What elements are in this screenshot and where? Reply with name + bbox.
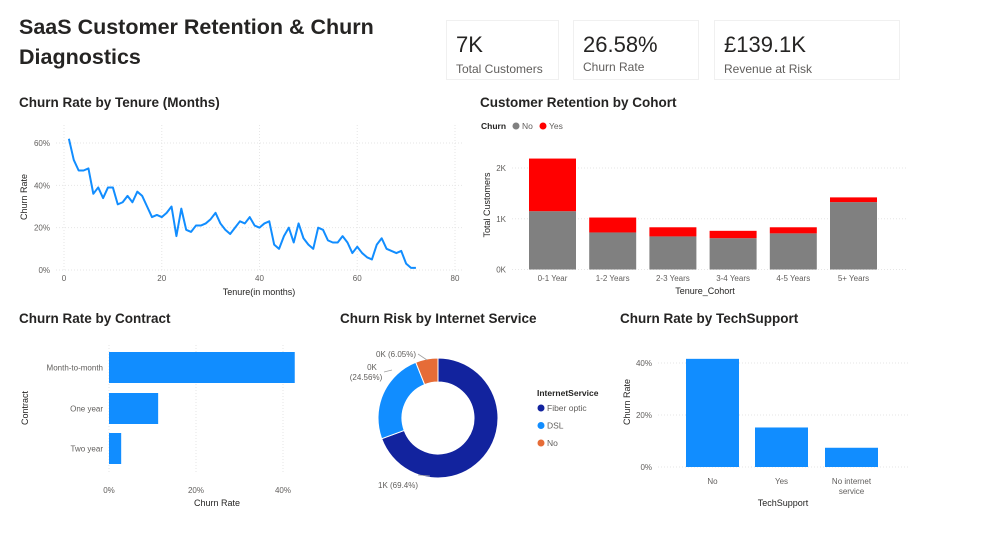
legend-label: DSL bbox=[547, 421, 564, 431]
bar-no bbox=[709, 238, 757, 270]
legend-title: Churn bbox=[481, 121, 506, 131]
contract-chart-title: Churn Rate by Contract bbox=[19, 311, 171, 326]
y-axis-title: Contract bbox=[20, 390, 30, 425]
kpi-card-churn-rate[interactable]: 26.58% Churn Rate bbox=[573, 20, 699, 80]
kpi-value: 26.58% bbox=[583, 32, 658, 57]
x-tick-label: 5+ Years bbox=[838, 274, 869, 283]
x-axis-title: Tenure_Cohort bbox=[675, 286, 735, 296]
y-axis-title: Total Customers bbox=[482, 172, 492, 238]
y-tick-label: 1K bbox=[496, 215, 506, 224]
bar-yes bbox=[529, 158, 576, 212]
data-label: 1K (69.4%) bbox=[378, 481, 418, 490]
leader-line bbox=[383, 369, 393, 373]
leader-line bbox=[417, 353, 428, 361]
x-tick-label: 20 bbox=[157, 274, 166, 283]
kpi-card-revenue-at-risk[interactable]: £139.1K Revenue at Risk bbox=[714, 20, 900, 80]
bar-yes bbox=[709, 230, 757, 239]
leader-line bbox=[417, 474, 431, 477]
legend-marker bbox=[537, 422, 545, 429]
data-label: (24.56%) bbox=[350, 373, 383, 382]
bar-yes bbox=[769, 227, 817, 234]
x-tick-label: 40 bbox=[255, 274, 264, 283]
y-tick-label: 2K bbox=[496, 164, 506, 173]
techsupport-bar bbox=[825, 447, 878, 467]
bar-yes bbox=[649, 227, 697, 237]
data-label: 0K bbox=[367, 363, 377, 372]
data-label: 0K (6.05%) bbox=[376, 350, 416, 359]
x-tick-label: 60 bbox=[353, 274, 362, 283]
x-axis-title: TechSupport bbox=[758, 498, 809, 508]
y-tick-label: 60% bbox=[34, 139, 50, 148]
x-tick-label: 40% bbox=[275, 486, 291, 495]
x-tick-label: 20% bbox=[188, 486, 204, 495]
bar-no bbox=[769, 233, 817, 270]
donut-slice-no bbox=[415, 357, 439, 386]
legend-label: No bbox=[522, 121, 533, 131]
x-tick-label: 3-4 Years bbox=[716, 274, 750, 283]
page-title: SaaS Customer Retention & Churn Diagnost… bbox=[19, 15, 374, 69]
legend-label: No bbox=[547, 438, 558, 448]
kpi-value: £139.1K bbox=[724, 32, 806, 57]
x-tick-label: No internet bbox=[832, 477, 872, 486]
y-tick-label: 20% bbox=[34, 224, 50, 233]
y-tick-label: 0% bbox=[38, 266, 50, 275]
x-tick-label: 1-2 Years bbox=[596, 274, 630, 283]
legend-marker bbox=[512, 122, 520, 130]
donut-slice-fiber-optic bbox=[381, 357, 499, 479]
contract-bar bbox=[109, 393, 159, 424]
x-tick-label: 0-1 Year bbox=[538, 274, 568, 283]
kpi-label: Revenue at Risk bbox=[724, 62, 813, 76]
techsupport-bar bbox=[686, 358, 739, 467]
y-tick-label: Month-to-month bbox=[47, 364, 103, 373]
internet-chart-title: Churn Risk by Internet Service bbox=[340, 311, 537, 326]
y-tick-label: Two year bbox=[71, 445, 104, 454]
cohort-chart-title: Customer Retention by Cohort bbox=[480, 95, 677, 110]
x-axis-title: Churn Rate bbox=[194, 498, 240, 508]
legend-marker bbox=[537, 439, 545, 447]
legend-title: InternetService bbox=[537, 388, 599, 398]
y-axis-title: Churn Rate bbox=[19, 174, 29, 220]
y-tick-label: One year bbox=[70, 405, 103, 414]
techsupport-bar bbox=[755, 427, 808, 467]
kpi-value: 7K bbox=[456, 32, 483, 57]
y-axis-title: Churn Rate bbox=[622, 379, 632, 425]
bar-yes bbox=[830, 197, 877, 203]
x-tick-label: No bbox=[707, 477, 718, 486]
y-tick-label: 40% bbox=[636, 359, 652, 368]
contract-bar bbox=[109, 352, 295, 383]
churn-rate-line bbox=[67, 138, 416, 269]
x-tick-label: 4-5 Years bbox=[776, 274, 810, 283]
y-tick-label: 0K bbox=[496, 266, 506, 275]
techsupport-chart-title: Churn Rate by TechSupport bbox=[620, 311, 799, 326]
bar-no bbox=[649, 236, 697, 270]
legend-label: Fiber optic bbox=[547, 403, 587, 413]
x-tick-label: 0% bbox=[103, 486, 115, 495]
kpi-label: Total Customers bbox=[456, 62, 543, 76]
kpi-card-total-customers[interactable]: 7K Total Customers bbox=[446, 20, 559, 80]
x-tick-label: Yes bbox=[775, 477, 788, 486]
x-tick-label: service bbox=[839, 487, 865, 496]
legend-label: Yes bbox=[549, 121, 563, 131]
bar-no bbox=[589, 232, 637, 270]
x-axis-title: Tenure(in months) bbox=[223, 287, 296, 297]
bar-no bbox=[830, 202, 877, 270]
bar-no bbox=[529, 211, 576, 270]
legend-marker bbox=[537, 404, 545, 412]
contract-bar bbox=[109, 433, 122, 464]
x-tick-label: 2-3 Years bbox=[656, 274, 690, 283]
bar-yes bbox=[589, 217, 637, 233]
x-tick-label: 0 bbox=[62, 274, 67, 283]
tenure-chart-title: Churn Rate by Tenure (Months) bbox=[19, 95, 220, 110]
y-tick-label: 0% bbox=[640, 463, 652, 472]
y-tick-label: 40% bbox=[34, 181, 50, 190]
x-tick-label: 80 bbox=[451, 274, 460, 283]
kpi-label: Churn Rate bbox=[583, 60, 645, 74]
y-tick-label: 20% bbox=[636, 411, 652, 420]
legend-marker bbox=[539, 122, 547, 130]
